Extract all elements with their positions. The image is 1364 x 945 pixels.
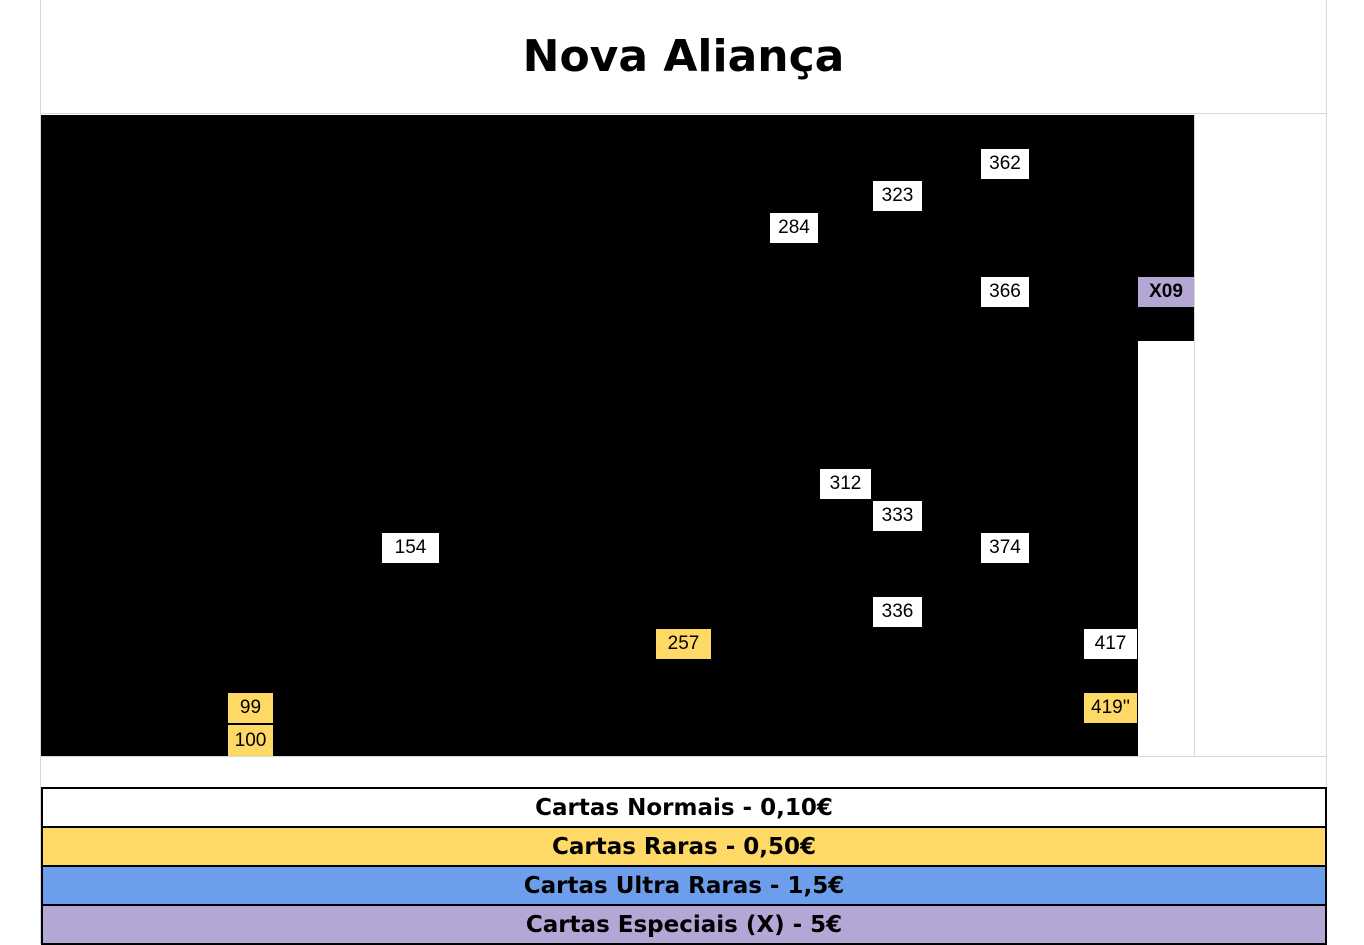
column-divider [1194,115,1195,756]
legend-special-cards: Cartas Especiais (X) - 5€ [41,906,1327,945]
card-cell-417[interactable]: 417 [1084,629,1137,659]
card-cell-362[interactable]: 362 [981,149,1029,179]
card-cell-374[interactable]: 374 [981,533,1029,563]
legend-rare-cards: Cartas Raras - 0,50€ [41,828,1327,867]
card-cell-x09[interactable]: X09 [1138,277,1194,307]
legend-normal-cards: Cartas Normais - 0,10€ [41,789,1327,828]
price-legend: Cartas Normais - 0,10€ Cartas Raras - 0,… [41,787,1327,945]
card-cell-154[interactable]: 154 [382,533,439,563]
card-cell-336[interactable]: 336 [873,597,922,627]
legend-ultra-rare-cards: Cartas Ultra Raras - 1,5€ [41,867,1327,906]
card-grid-background-lower [41,341,1138,756]
grid-bottom-border [41,756,1326,757]
card-cell-284[interactable]: 284 [770,213,818,243]
card-cell-333[interactable]: 333 [873,501,922,531]
card-cell-323[interactable]: 323 [873,181,922,211]
card-cell-257[interactable]: 257 [656,629,711,659]
card-cell-419[interactable]: 419'' [1084,693,1137,723]
page-title: Nova Aliança [41,0,1326,114]
card-cell-312[interactable]: 312 [820,469,871,499]
sheet-right-border [1326,0,1327,944]
sheet-left-border [40,0,41,944]
card-cell-100[interactable]: 100 [228,725,273,756]
card-cell-99[interactable]: 99 [228,693,273,723]
card-cell-366[interactable]: 366 [981,277,1029,307]
